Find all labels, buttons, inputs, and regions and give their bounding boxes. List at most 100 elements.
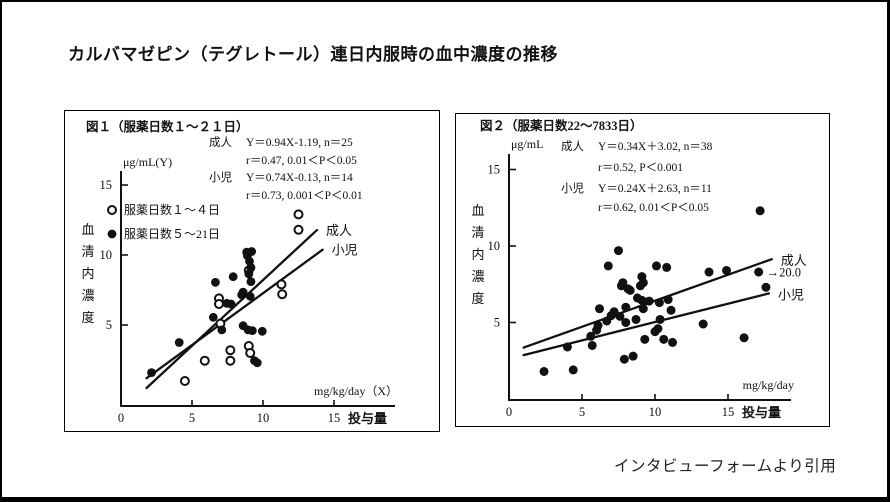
y-unit-label: μg/mL	[511, 137, 543, 151]
y-axis-name-char: 清	[471, 225, 484, 240]
data-point-filled	[653, 324, 663, 334]
data-point-open	[199, 355, 210, 366]
stats-equation: r＝0.73, 0.001＜P＜0.01	[246, 190, 363, 202]
data-point-filled	[625, 285, 635, 295]
x-tick-label: 10	[257, 411, 270, 425]
data-point-filled	[621, 318, 631, 327]
data-point-filled	[174, 338, 184, 347]
x-axis-name: 投与量	[742, 405, 781, 420]
data-point-filled	[704, 267, 714, 277]
data-point-open	[293, 224, 304, 235]
data-point-filled	[539, 366, 549, 376]
legend-label: 服薬日数１～４日	[124, 202, 220, 217]
y-tick-label: 10	[100, 248, 113, 262]
x-tick-label: 0	[118, 411, 124, 425]
data-point-filled	[562, 342, 572, 352]
stats-equation: Y＝0.94X-1.19, n＝25	[246, 137, 353, 149]
data-point-filled	[257, 326, 267, 336]
y-axis-name-char: 血	[471, 203, 484, 218]
data-point-filled	[628, 351, 638, 361]
data-point-filled	[217, 325, 227, 335]
data-point-filled	[666, 305, 676, 315]
data-point-filled	[619, 354, 629, 364]
data-point-filled	[568, 365, 578, 375]
data-point-filled	[754, 267, 764, 277]
data-point-filled	[654, 298, 664, 308]
data-point-filled	[662, 262, 672, 272]
data-point-filled	[621, 302, 631, 312]
data-point-filled	[595, 304, 605, 314]
data-point-filled	[245, 291, 255, 301]
data-point-open	[245, 348, 256, 358]
data-point-open	[276, 279, 287, 290]
stats-equation: r＝0.47, 0.01＜P＜0.05	[246, 155, 357, 167]
data-point-filled	[586, 331, 596, 341]
y-unit-label: μg/mL(Y)	[123, 155, 172, 169]
figure-1-panel: 0 5 10 15 5 10 15 投与量 mg/kg/day（X） μg/mL(Y) 血清内濃度 図…	[64, 110, 440, 432]
data-point-filled	[618, 278, 628, 288]
data-point-filled	[147, 368, 156, 377]
figure-title: 図１（服薬日数１～２１日）	[86, 119, 249, 134]
y-axis-name-char: 濃	[81, 288, 94, 303]
y-tick-label: 10	[488, 239, 501, 253]
data-point-filled	[593, 321, 603, 331]
data-point-filled	[698, 319, 708, 329]
data-point-filled	[640, 334, 650, 344]
x-unit-label: mg/kg/day（X）	[314, 384, 398, 398]
x-tick-label: 10	[649, 405, 662, 419]
data-point-open	[293, 209, 304, 220]
figure-title: 図２（服薬日数22～7833日）	[480, 118, 643, 133]
x-axis-name: 投与量	[348, 411, 387, 426]
data-point-filled	[247, 326, 257, 335]
stats-group-label: 成人	[561, 140, 584, 153]
legend-filled-marker	[107, 229, 117, 239]
y-axis-name-char: 内	[471, 247, 484, 262]
data-point-filled	[247, 247, 257, 256]
stats-equation: Y＝0.34X＋3.02, n＝38	[598, 141, 713, 153]
data-point-filled	[761, 282, 771, 292]
y-axis-name-char: 清	[81, 244, 94, 259]
regression-line	[145, 248, 324, 380]
data-point-filled	[655, 314, 665, 324]
data-point-filled	[208, 312, 218, 322]
stats-group-label: 小児	[561, 182, 584, 195]
data-point-filled	[663, 295, 673, 305]
y-tick-label: 5	[106, 318, 112, 332]
page-title: カルバマゼピン（テグレトール）連日内服時の血中濃度の推移	[68, 45, 558, 64]
legend-open-marker	[107, 205, 117, 215]
data-point-filled	[644, 296, 654, 306]
x-tick-label: 5	[189, 411, 195, 425]
y-axis-name-char: 度	[471, 291, 484, 306]
data-point-filled	[614, 246, 623, 256]
data-point-filled	[637, 295, 647, 305]
data-point-filled	[739, 333, 749, 343]
x-unit-label: mg/kg/day	[743, 378, 794, 392]
data-point-filled	[211, 277, 220, 287]
source-citation: インタビューフォームより引用	[614, 458, 837, 475]
data-point-filled	[587, 340, 597, 350]
stats-group-label: 成人	[209, 136, 232, 149]
y-tick-label: 15	[100, 178, 113, 192]
x-tick-label: 15	[722, 405, 735, 419]
legend-label: 服薬日数５～21日	[124, 226, 220, 241]
x-tick-label: 15	[328, 411, 341, 425]
point-annotation: →20.0	[767, 266, 801, 280]
stats-equation: Y＝0.24X＋2.63, n＝11	[598, 183, 712, 195]
data-point-open	[225, 345, 236, 356]
regression-line-label: 小児	[332, 243, 358, 258]
stats-equation: Y＝0.74X-0.13, n＝14	[246, 172, 353, 184]
x-tick-label: 0	[506, 405, 512, 419]
y-axis-name-char: 内	[81, 266, 94, 281]
data-point-filled	[651, 261, 661, 271]
data-point-filled	[226, 299, 236, 309]
regression-line-label: 成人	[781, 253, 807, 268]
data-point-open	[179, 376, 190, 386]
stats-equation: r＝0.52, P＜0.001	[598, 162, 683, 174]
data-point-filled	[668, 337, 678, 347]
stats-equation: r＝0.62, 0.01＜P＜0.05	[598, 202, 709, 214]
y-axis-name-char: 血	[81, 222, 94, 237]
regression-line-label: 成人	[326, 223, 352, 238]
